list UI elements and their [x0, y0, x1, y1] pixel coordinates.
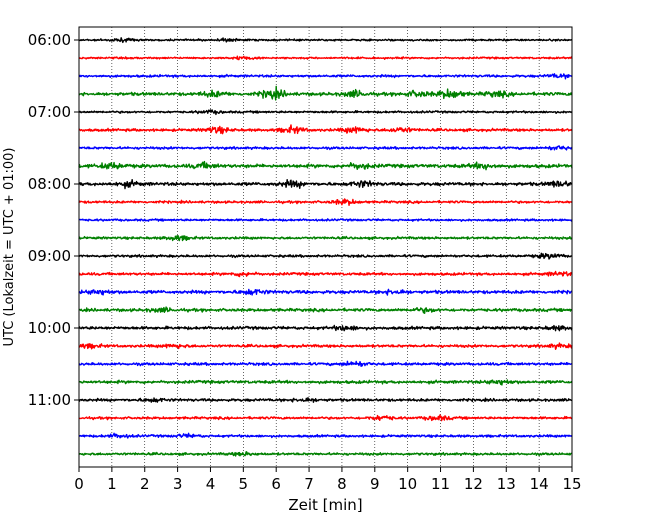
x-tick-label: 14 — [530, 475, 549, 493]
plot-frame — [78, 26, 573, 468]
trace-line — [78, 397, 573, 403]
trace-line — [78, 37, 573, 44]
grid-layer — [111, 27, 540, 467]
trace-line — [78, 414, 573, 422]
trace-line — [78, 342, 573, 350]
x-tick-label: 6 — [271, 475, 281, 493]
trace-line — [78, 252, 573, 260]
y-tick-label: 07:00 — [28, 103, 71, 121]
trace-line — [78, 73, 573, 80]
trace-line — [78, 379, 573, 386]
x-tick-label: 12 — [464, 475, 483, 493]
x-tick-label: 1 — [107, 475, 117, 493]
x-tick-label: 10 — [398, 475, 417, 493]
y-tick-label: 08:00 — [28, 175, 71, 193]
trace-line — [78, 306, 573, 314]
trace-line — [78, 160, 573, 171]
y-axis-ticks: 06:00 07:00 08:00 09:00 10:00 11:00 — [28, 31, 79, 409]
y-tick-label: 09:00 — [28, 247, 71, 265]
x-tick-label: 15 — [562, 475, 581, 493]
trace-line — [78, 85, 573, 101]
trace-line — [78, 324, 573, 332]
x-tick-label: 4 — [206, 475, 216, 493]
x-axis-label: Zeit [min] — [288, 496, 362, 514]
x-tick-label: 13 — [497, 475, 516, 493]
x-tick-label: 3 — [173, 475, 183, 493]
trace-layer — [78, 37, 573, 457]
trace-line — [78, 109, 573, 116]
trace-line — [78, 55, 573, 61]
trace-line — [78, 451, 573, 457]
trace-line — [78, 360, 573, 368]
x-tick-label: 5 — [239, 475, 249, 493]
trace-line — [78, 270, 573, 278]
trace-line — [78, 178, 573, 190]
y-tick-label: 10:00 — [28, 319, 71, 337]
y-tick-label: 11:00 — [28, 391, 71, 409]
y-tick-label: 06:00 — [28, 31, 71, 49]
trace-line — [78, 198, 573, 206]
trace-line — [78, 235, 573, 242]
x-tick-label: 11 — [431, 475, 450, 493]
y-axis-label: UTC (Lokalzeit = UTC + 01:00) — [2, 148, 17, 347]
x-tick-label: 7 — [304, 475, 314, 493]
trace-line — [78, 145, 573, 151]
x-tick-label: 9 — [370, 475, 380, 493]
x-tick-label: 8 — [337, 475, 347, 493]
trace-line — [78, 217, 573, 223]
x-axis-ticks: 0 1 2 3 4 5 6 7 8 9 10 11 12 13 14 15 — [74, 467, 582, 493]
x-tick-label: 2 — [140, 475, 150, 493]
trace-line — [78, 288, 573, 296]
x-tick-label: 0 — [74, 475, 84, 493]
trace-line — [78, 124, 573, 135]
trace-line — [78, 432, 573, 439]
